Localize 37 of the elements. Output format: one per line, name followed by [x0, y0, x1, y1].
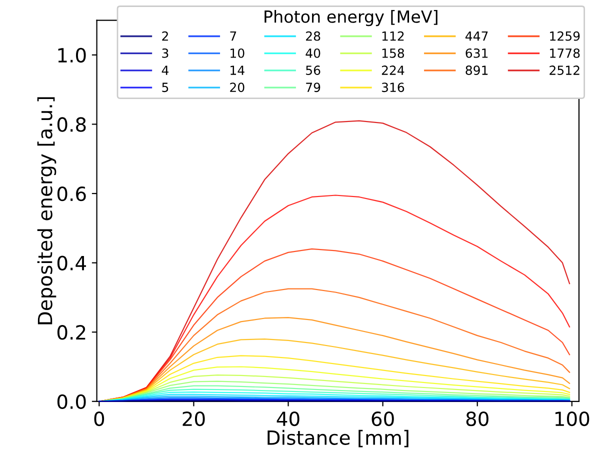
legend-label: 316	[382, 82, 404, 92]
legend-label: 891	[466, 66, 488, 75]
legend-label: 1259	[550, 31, 580, 41]
y-tick-label: 0.0	[57, 394, 86, 410]
legend-label: 112	[382, 31, 404, 41]
legend-label: 2512	[550, 66, 580, 75]
legend-label: 79	[306, 82, 320, 92]
y-tick-label: 1.0	[58, 48, 86, 63]
x-tick-label: 20	[182, 411, 205, 426]
y-tick-label: 0.8	[57, 117, 86, 132]
legend-label: 56	[306, 66, 320, 75]
legend-label: 2	[162, 31, 168, 41]
x-axis-title: Distance [mm]	[268, 430, 408, 448]
legend-label: 40	[306, 48, 320, 58]
x-tick-label: 40	[276, 411, 300, 426]
x-tick-label: 60	[372, 411, 394, 426]
x-tick-label: 0	[94, 411, 104, 426]
x-tick-label: 100	[555, 411, 590, 426]
legend-label: 10	[230, 48, 244, 58]
legend-label: 447	[465, 32, 488, 41]
legend-label: 3	[162, 48, 168, 58]
y-tick-label: 0.4	[57, 256, 86, 270]
legend-label: 28	[306, 31, 320, 41]
y-tick-label: 0.2	[57, 325, 86, 340]
y-axis-title: Deposited energy [a.u.]	[37, 97, 56, 324]
x-tick-label: 80	[466, 411, 488, 426]
legend-label: 4	[162, 66, 169, 75]
legend-title: Photon energy [MeV]	[264, 10, 438, 26]
legend-label: 14	[230, 66, 244, 75]
legend-label: 20	[230, 82, 244, 92]
legend-label: 224	[382, 66, 404, 75]
legend-label: 631	[466, 48, 488, 58]
y-tick-label: 0.6	[57, 186, 86, 202]
legend-label: 158	[382, 48, 404, 58]
legend-label: 5	[162, 82, 168, 92]
legend-label: 1778	[550, 48, 580, 58]
legend-label: 7	[230, 32, 236, 41]
